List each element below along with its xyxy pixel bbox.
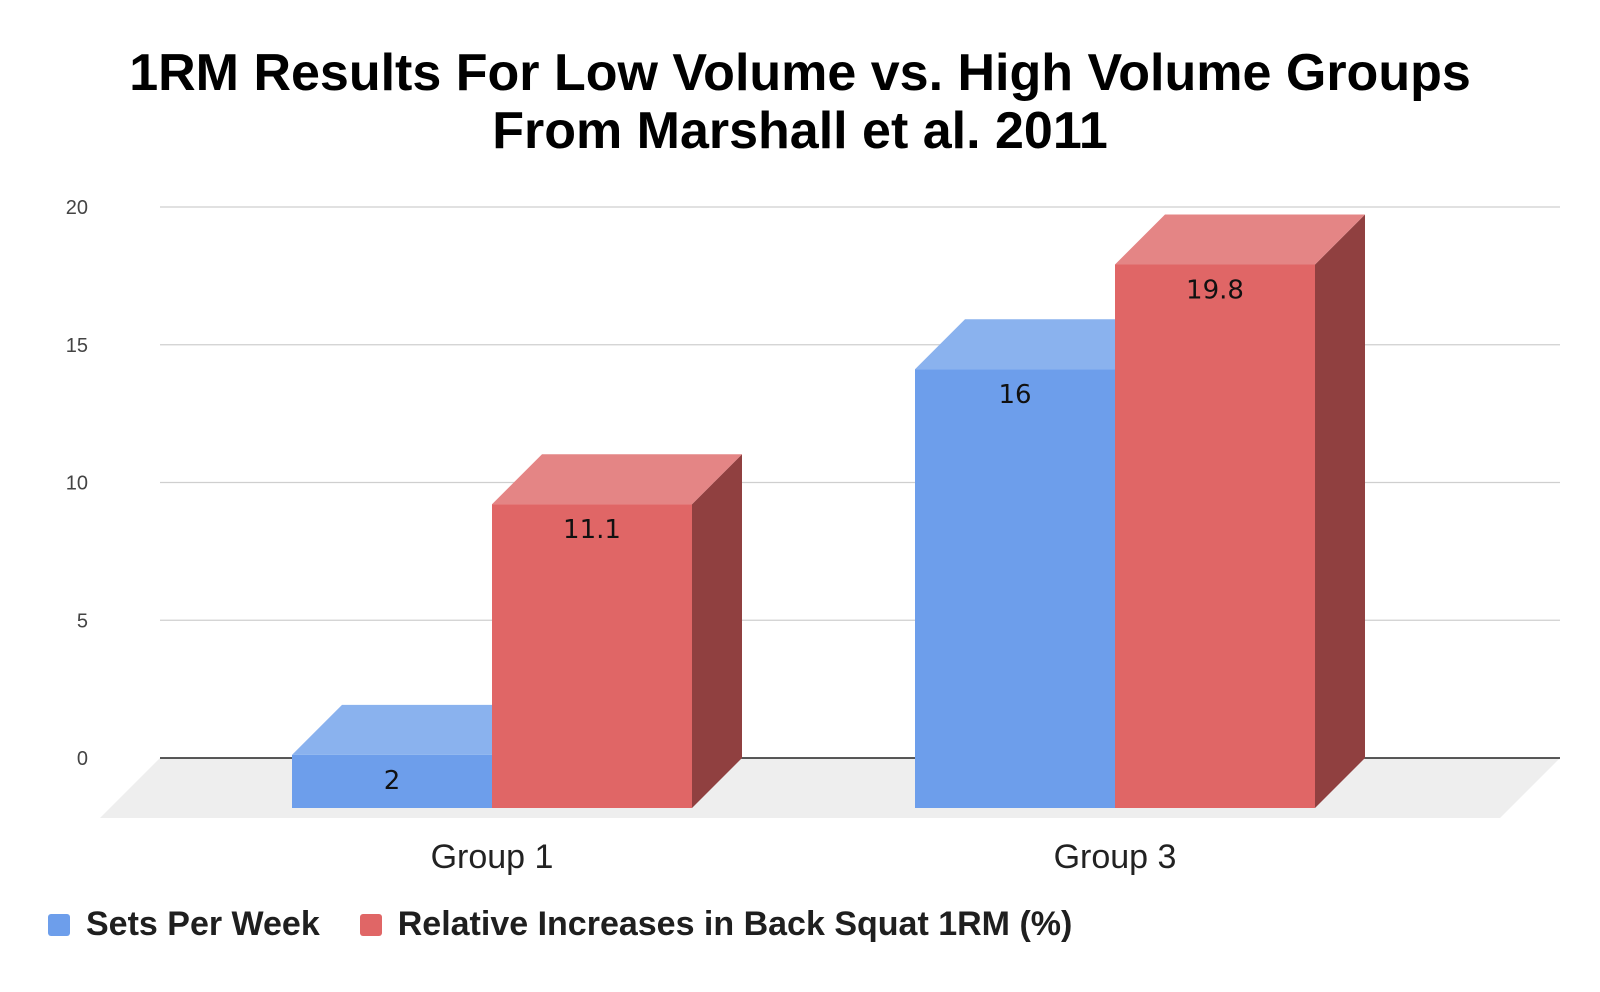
legend-label-sets-per-week: Sets Per Week <box>86 905 320 943</box>
bar-group-3-series-1 <box>915 369 1115 808</box>
legend-label-relative-increase: Relative Increases in Back Squat 1RM (%) <box>397 905 1073 943</box>
y-tick-label: 15 <box>66 335 88 357</box>
x-category-label-group-1: Group 1 <box>431 838 554 876</box>
legend-item-relative-increase: Relative Increases in Back Squat 1RM (%) <box>359 905 1073 944</box>
x-category-label-group-3: Group 3 <box>1054 838 1177 876</box>
chart-title-line-1: 1RM Results For Low Volume vs. High Volu… <box>129 44 1471 102</box>
y-tick-label: 20 <box>66 197 88 219</box>
bar-group-1-series-1 <box>292 754 492 808</box>
bar-group-3-series-2 <box>1115 264 1315 808</box>
y-tick-label: 0 <box>77 748 88 770</box>
bar-side-group-3-series-2 <box>1315 214 1365 808</box>
legend-swatch-sets-per-week <box>48 913 70 936</box>
legend-item-sets-per-week: Sets Per Week <box>48 905 320 944</box>
bar-top-group-1-series-2 <box>492 454 742 505</box>
chart-title: 1RM Results For Low Volume vs. High Volu… <box>0 44 1600 160</box>
bar-top-group-3-series-2 <box>1115 214 1365 265</box>
y-tick-label: 5 <box>77 610 88 632</box>
legend-swatch-relative-increase <box>359 913 382 936</box>
bar-side-group-1-series-2 <box>692 454 742 808</box>
data-label-group-3-series-2: 19.8 <box>1186 276 1244 306</box>
bar-group-1-series-2 <box>492 504 692 808</box>
chart-legend: Sets Per Week Relative Increases in Back… <box>48 905 1112 944</box>
y-tick-label: 10 <box>66 473 88 495</box>
bar-top-group-3-series-1 <box>915 319 1165 370</box>
data-label-group-3-series-1: 16 <box>998 380 1031 410</box>
data-label-group-1-series-1: 2 <box>384 766 401 796</box>
bar-top-group-1-series-1 <box>292 704 542 755</box>
data-label-group-1-series-2: 11.1 <box>563 515 621 545</box>
chart-title-line-2: From Marshall et al. 2011 <box>492 102 1108 160</box>
